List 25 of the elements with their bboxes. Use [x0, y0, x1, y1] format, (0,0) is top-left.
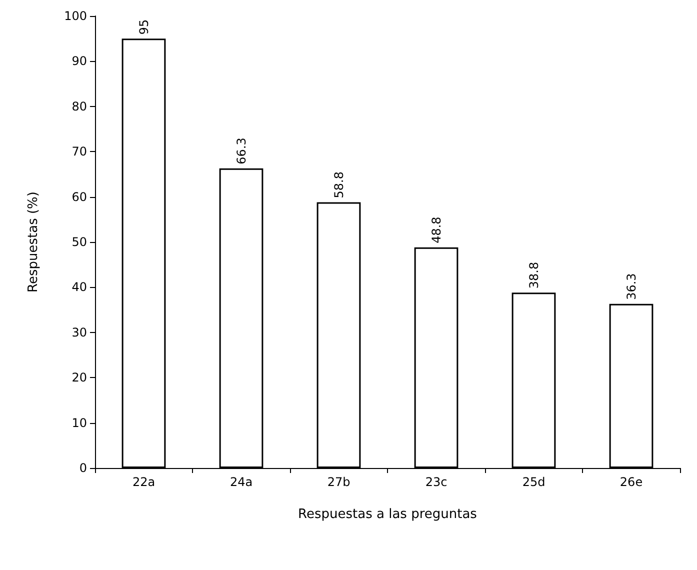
data-label: 66.3 [234, 138, 248, 164]
data-label: 48.8 [429, 216, 444, 244]
data-label: 36.3 [624, 273, 638, 300]
x-tick-label: 27b [327, 475, 350, 489]
y-axis-title: Respuestas (%) [26, 192, 41, 292]
x-tick-label: 26e [620, 475, 643, 489]
x-tick-label: 22a [132, 475, 156, 489]
x-tick-label: 25d [522, 475, 546, 489]
y-tick-label: 100 [64, 9, 87, 23]
y-tick-label: 80 [72, 99, 87, 114]
y-tick-label: 20 [72, 370, 87, 385]
x-axis-title: Respuestas a las preguntas [298, 507, 478, 522]
data-label: 38.8 [526, 262, 541, 289]
y-tick-label: 40 [72, 280, 87, 294]
y-tick-label: 60 [72, 190, 87, 204]
x-tick-label: 24a [230, 475, 253, 489]
y-tick-label: 30 [72, 325, 87, 340]
x-tick-label: 23c [425, 475, 448, 489]
data-label: 58.8 [332, 172, 346, 198]
y-tick-label: 10 [72, 416, 87, 430]
data-label: 95 [136, 19, 151, 35]
y-tick-label: 50 [72, 235, 87, 249]
y-tick-label: 90 [72, 54, 87, 68]
y-tick-label: 70 [72, 144, 87, 159]
y-tick-label: 0 [79, 461, 87, 475]
